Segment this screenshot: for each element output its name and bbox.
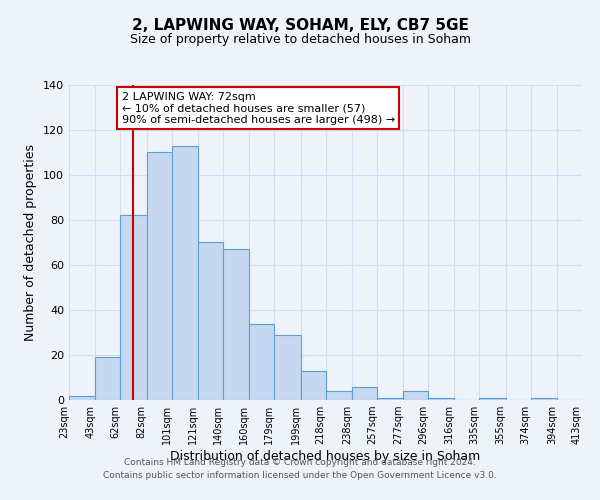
Text: Contains HM Land Registry data © Crown copyright and database right 2024.: Contains HM Land Registry data © Crown c… bbox=[124, 458, 476, 467]
Y-axis label: Number of detached properties: Number of detached properties bbox=[25, 144, 37, 341]
Bar bbox=[172, 146, 198, 400]
Bar bbox=[223, 249, 249, 400]
Bar bbox=[377, 398, 403, 400]
Bar bbox=[428, 398, 454, 400]
Bar bbox=[198, 242, 223, 400]
Bar bbox=[325, 391, 352, 400]
Bar bbox=[352, 386, 377, 400]
Bar bbox=[301, 371, 325, 400]
Text: 2 LAPWING WAY: 72sqm
← 10% of detached houses are smaller (57)
90% of semi-detac: 2 LAPWING WAY: 72sqm ← 10% of detached h… bbox=[122, 92, 395, 125]
Bar bbox=[249, 324, 274, 400]
X-axis label: Distribution of detached houses by size in Soham: Distribution of detached houses by size … bbox=[170, 450, 481, 463]
Text: Size of property relative to detached houses in Soham: Size of property relative to detached ho… bbox=[130, 32, 470, 46]
Text: Contains public sector information licensed under the Open Government Licence v3: Contains public sector information licen… bbox=[103, 470, 497, 480]
Bar bbox=[120, 216, 146, 400]
Text: 2, LAPWING WAY, SOHAM, ELY, CB7 5GE: 2, LAPWING WAY, SOHAM, ELY, CB7 5GE bbox=[131, 18, 469, 32]
Bar bbox=[69, 396, 95, 400]
Bar bbox=[146, 152, 172, 400]
Bar bbox=[531, 398, 557, 400]
Bar bbox=[479, 398, 506, 400]
Bar bbox=[403, 391, 428, 400]
Bar bbox=[274, 335, 301, 400]
Bar bbox=[95, 357, 120, 400]
